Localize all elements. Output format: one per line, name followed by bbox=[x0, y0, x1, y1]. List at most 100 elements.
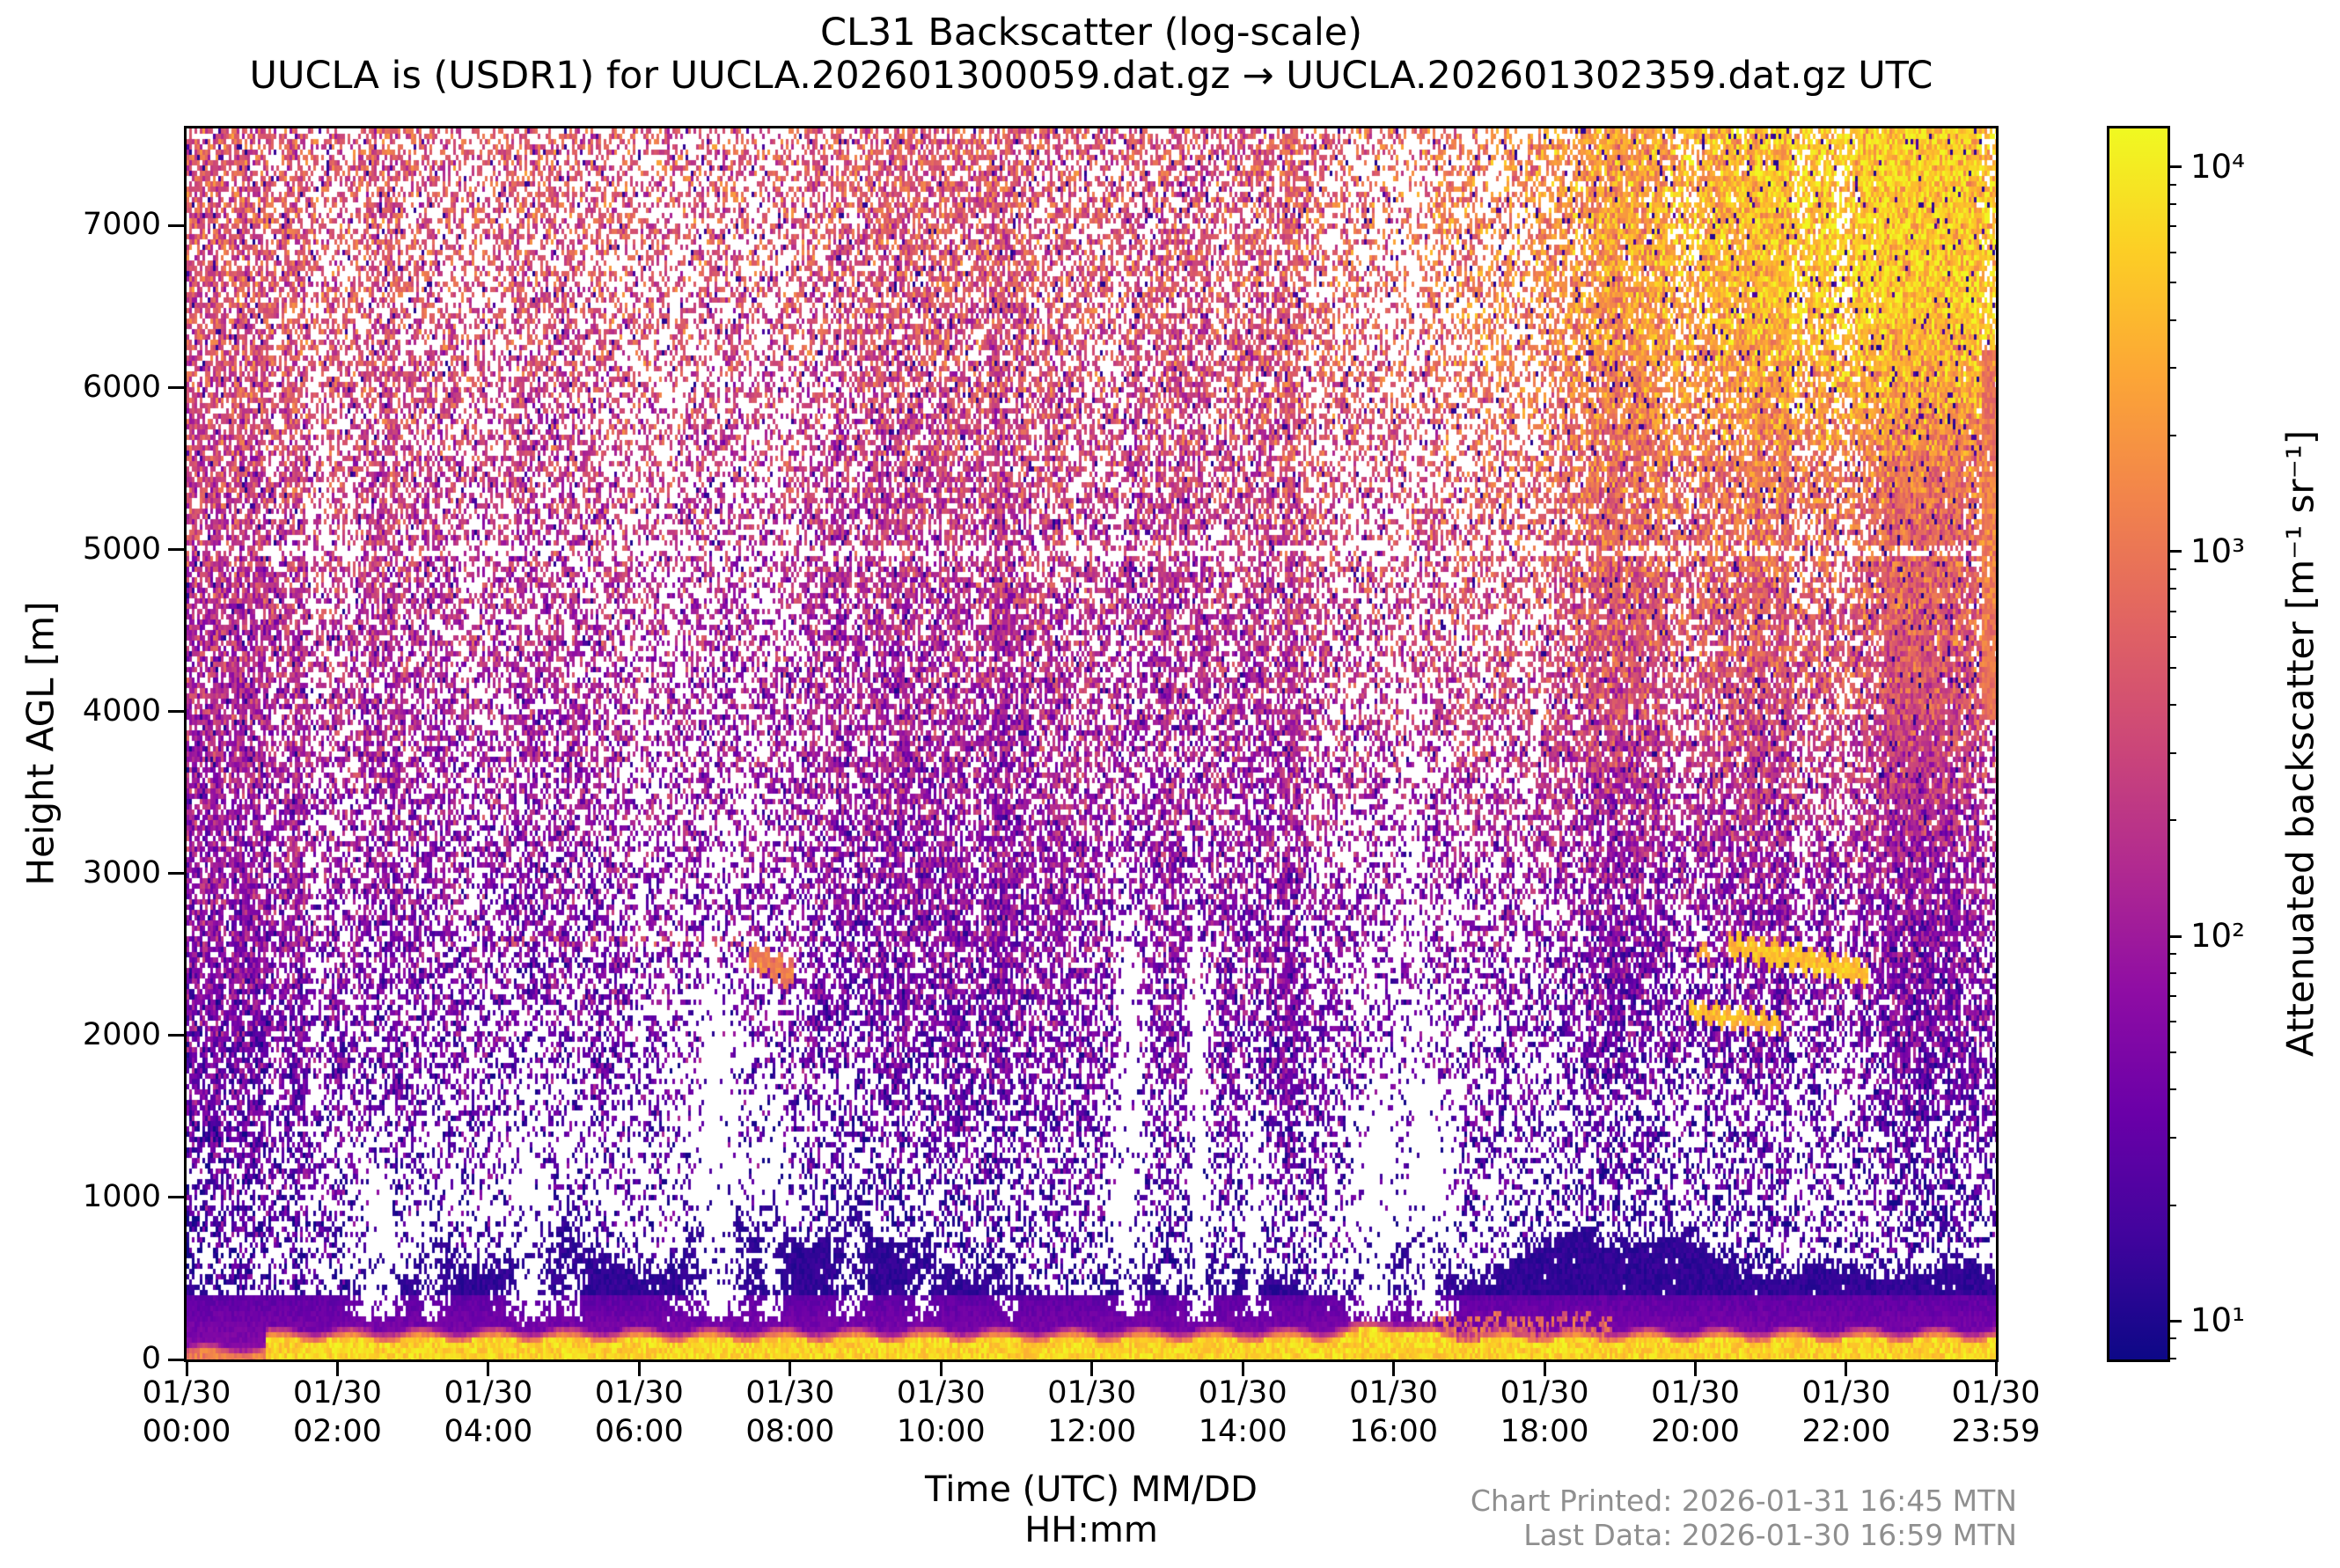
x-tick-mark bbox=[789, 1362, 792, 1376]
x-tick-mark bbox=[1543, 1362, 1546, 1376]
x-tick-mark bbox=[637, 1362, 641, 1376]
colorbar-minor-tick bbox=[2168, 435, 2176, 437]
x-tick-mark bbox=[487, 1362, 490, 1376]
x-tick-label-time: 16:00 bbox=[1349, 1414, 1439, 1449]
chart-subtitle: UUCLA is (USDR1) for UUCLA.202601300059.… bbox=[249, 54, 1933, 98]
y-tick-label: 1000 bbox=[82, 1178, 161, 1214]
colorbar-minor-tick bbox=[2168, 1088, 2176, 1091]
y-tick-label: 5000 bbox=[82, 531, 161, 567]
x-tick-mark bbox=[1694, 1362, 1698, 1376]
x-tick-label-date: 01/30 bbox=[1651, 1375, 1740, 1410]
x-tick-mark bbox=[1845, 1362, 1848, 1376]
y-tick-mark bbox=[168, 386, 184, 390]
x-tick-label-date: 01/30 bbox=[1198, 1375, 1287, 1410]
colorbar-minor-tick bbox=[2168, 635, 2176, 638]
colorbar-minor-tick bbox=[2168, 225, 2176, 228]
y-tick-label: 2000 bbox=[82, 1016, 161, 1052]
x-tick-label-time: 02:00 bbox=[293, 1414, 382, 1449]
colorbar-gradient bbox=[2109, 128, 2168, 1359]
footer-printed: Chart Printed: 2026-01-31 16:45 MTN bbox=[1470, 1484, 2017, 1518]
colorbar-minor-tick bbox=[2168, 319, 2176, 321]
colorbar-minor-tick bbox=[2168, 1204, 2176, 1206]
colorbar-minor-tick bbox=[2168, 183, 2176, 186]
colorbar-minor-tick bbox=[2168, 251, 2176, 253]
colorbar-tick-label: 10² bbox=[2190, 917, 2245, 956]
x-tick-mark bbox=[1241, 1362, 1244, 1376]
y-tick-mark bbox=[168, 1358, 184, 1361]
footer-lastdata: Last Data: 2026-01-30 16:59 MTN bbox=[1523, 1518, 2017, 1552]
colorbar-label: Attenuated backscatter [m⁻¹ sr⁻¹] bbox=[2278, 429, 2322, 1058]
colorbar-major-tick bbox=[2168, 165, 2182, 169]
x-tick-label-date: 01/30 bbox=[444, 1375, 533, 1410]
x-tick-label-time: 20:00 bbox=[1651, 1414, 1740, 1449]
colorbar-minor-tick bbox=[2168, 367, 2176, 370]
colorbar-minor-tick bbox=[2168, 1136, 2176, 1139]
chart-title: CL31 Backscatter (log-scale) bbox=[819, 11, 1363, 55]
x-axis-label-line2: HH:mm bbox=[1024, 1510, 1158, 1550]
colorbar-minor-tick bbox=[2168, 203, 2176, 206]
y-axis-label: Height AGL [m] bbox=[18, 601, 62, 886]
x-tick-label-time: 00:00 bbox=[142, 1414, 231, 1449]
colorbar-major-tick bbox=[2168, 550, 2182, 553]
x-tick-mark bbox=[335, 1362, 339, 1376]
colorbar-minor-tick bbox=[2168, 568, 2176, 570]
x-tick-label-date: 01/30 bbox=[1047, 1375, 1137, 1410]
x-tick-label-time: 23:59 bbox=[1951, 1414, 2041, 1449]
x-tick-mark bbox=[1994, 1362, 1998, 1376]
colorbar-minor-tick bbox=[2168, 588, 2176, 590]
y-tick-mark bbox=[168, 223, 184, 227]
x-tick-label-time: 14:00 bbox=[1198, 1414, 1287, 1449]
x-tick-label-time: 08:00 bbox=[745, 1414, 835, 1449]
colorbar-minor-tick bbox=[2168, 282, 2176, 284]
colorbar-minor-tick bbox=[2168, 1357, 2176, 1359]
colorbar-minor-tick bbox=[2168, 953, 2176, 956]
colorbar-minor-tick bbox=[2168, 972, 2176, 975]
x-tick-label-date: 01/30 bbox=[1500, 1375, 1589, 1410]
x-tick-mark bbox=[1392, 1362, 1396, 1376]
colorbar-minor-tick bbox=[2168, 1051, 2176, 1053]
x-tick-label-date: 01/30 bbox=[293, 1375, 382, 1410]
x-tick-label-time: 18:00 bbox=[1500, 1414, 1589, 1449]
y-tick-mark bbox=[168, 548, 184, 552]
x-tick-label-time: 06:00 bbox=[594, 1414, 684, 1449]
x-tick-mark bbox=[185, 1362, 188, 1376]
colorbar-minor-tick bbox=[2168, 610, 2176, 612]
colorbar-minor-tick bbox=[2168, 751, 2176, 754]
y-tick-mark bbox=[168, 710, 184, 714]
colorbar-minor-tick bbox=[2168, 1337, 2176, 1340]
y-tick-label: 4000 bbox=[82, 692, 161, 729]
x-tick-mark bbox=[939, 1362, 943, 1376]
x-tick-label-date: 01/30 bbox=[1349, 1375, 1439, 1410]
colorbar-major-tick bbox=[2168, 1319, 2182, 1323]
x-tick-label-date: 01/30 bbox=[1951, 1375, 2041, 1410]
x-tick-label-time: 12:00 bbox=[1047, 1414, 1137, 1449]
x-tick-label-date: 01/30 bbox=[896, 1375, 986, 1410]
x-axis-label-line1: Time (UTC) MM/DD bbox=[925, 1469, 1258, 1510]
x-tick-label-date: 01/30 bbox=[594, 1375, 684, 1410]
colorbar bbox=[2107, 126, 2170, 1362]
x-tick-label-date: 01/30 bbox=[1801, 1375, 1891, 1410]
colorbar-minor-tick bbox=[2168, 703, 2176, 706]
colorbar-tick-label: 10¹ bbox=[2190, 1301, 2245, 1340]
y-tick-mark bbox=[168, 1034, 184, 1037]
y-tick-label: 6000 bbox=[82, 369, 161, 405]
x-tick-label-date: 01/30 bbox=[142, 1375, 231, 1410]
x-tick-mark bbox=[1090, 1362, 1094, 1376]
plot-area bbox=[184, 126, 1999, 1362]
colorbar-tick-label: 10³ bbox=[2190, 531, 2245, 570]
y-tick-label: 3000 bbox=[82, 854, 161, 890]
y-tick-mark bbox=[168, 872, 184, 876]
x-tick-label-date: 01/30 bbox=[745, 1375, 835, 1410]
y-tick-mark bbox=[168, 1196, 184, 1199]
y-tick-label: 0 bbox=[141, 1341, 161, 1376]
colorbar-minor-tick bbox=[2168, 819, 2176, 822]
y-tick-label: 7000 bbox=[82, 207, 161, 243]
colorbar-minor-tick bbox=[2168, 1021, 2176, 1023]
colorbar-tick-label: 10⁴ bbox=[2190, 147, 2245, 186]
x-tick-label-time: 22:00 bbox=[1801, 1414, 1891, 1449]
x-tick-label-time: 10:00 bbox=[896, 1414, 986, 1449]
x-tick-label-time: 04:00 bbox=[444, 1414, 533, 1449]
colorbar-major-tick bbox=[2168, 934, 2182, 938]
colorbar-minor-tick bbox=[2168, 994, 2176, 997]
